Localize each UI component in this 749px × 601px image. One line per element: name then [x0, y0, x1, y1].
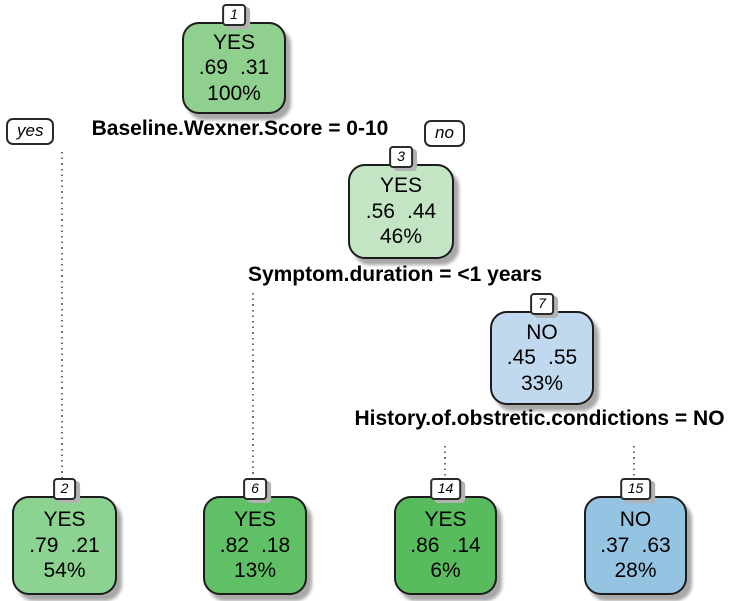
prob-no: .18 [261, 533, 291, 557]
node-probabilities: .45 .55 [507, 345, 577, 371]
tree-node-15: 15 NO .37 .63 28% [584, 478, 687, 595]
prob-yes: .37 [600, 533, 630, 557]
prob-no: .44 [407, 199, 437, 223]
node-coverage: 6% [430, 559, 461, 583]
node-number-badge: 3 [389, 146, 413, 168]
prob-no: .55 [548, 346, 578, 370]
node-probabilities: .79 .21 [29, 533, 99, 559]
tree-node-2: 2 YES .79 .21 54% [12, 478, 117, 595]
prob-no: .63 [641, 533, 671, 557]
node-class-label: YES [43, 508, 86, 532]
node-class-label: NO [526, 320, 558, 344]
prob-yes: .82 [219, 533, 249, 557]
split-condition-2: Symptom.duration = <1 years [247, 263, 543, 286]
node-probabilities: .86 .14 [410, 533, 480, 559]
prob-yes: .86 [410, 533, 440, 557]
node-probabilities: .69 .31 [199, 55, 269, 81]
tree-node-6: 6 YES .82 .18 13% [203, 478, 307, 595]
connector-split2-to-node6 [252, 293, 254, 478]
prob-yes: .79 [29, 533, 59, 557]
node-class-label: NO [619, 508, 652, 532]
connector-yes-to-node2 [61, 152, 63, 478]
node-class-label: YES [212, 30, 256, 54]
prob-yes: .45 [506, 346, 536, 370]
node-number: 14 [437, 480, 454, 496]
node-coverage: 33% [520, 371, 564, 395]
tree-node-3: 3 YES .56 .44 46% [348, 146, 454, 259]
prob-no: .31 [240, 56, 270, 80]
node-coverage: 28% [614, 559, 657, 583]
node-number-badge: 14 [429, 478, 462, 500]
node-number: 1 [230, 6, 238, 22]
split-condition-3: History.of.obstretic.condictions = NO [354, 407, 725, 430]
node-probabilities: .56 .44 [366, 199, 436, 225]
node-coverage: 100% [207, 81, 261, 105]
connector-split3-to-node14 [444, 446, 446, 478]
node-number: 15 [627, 480, 644, 496]
node-probabilities: .82 .18 [220, 533, 290, 559]
prob-yes: .69 [198, 56, 228, 80]
node-number: 3 [397, 148, 405, 164]
node-number-badge: 7 [530, 293, 554, 315]
node-class-label: YES [424, 508, 467, 532]
node-number-badge: 6 [243, 478, 267, 500]
node-class-label: YES [379, 174, 423, 198]
prob-no: .21 [70, 533, 100, 557]
connector-split3-to-node15 [633, 446, 635, 478]
node-number: 6 [251, 480, 259, 496]
no-branch-badge: no [424, 120, 465, 147]
node-number-badge: 15 [619, 478, 652, 500]
node-class-label: YES [233, 508, 277, 532]
node-coverage: 13% [233, 559, 277, 583]
node-coverage: 46% [379, 225, 423, 249]
tree-node-14: 14 YES .86 .14 6% [394, 478, 497, 595]
node-coverage: 54% [43, 559, 86, 583]
yes-branch-badge: yes [6, 118, 55, 145]
node-number-badge: 2 [52, 478, 77, 500]
node-number: 7 [538, 295, 546, 311]
prob-yes: .56 [365, 199, 395, 223]
tree-node-1: 1 YES .69 .31 100% [182, 4, 286, 114]
node-number-badge: 1 [222, 4, 246, 26]
prob-no: .14 [451, 533, 481, 557]
tree-node-7: 7 NO .45 .55 33% [490, 293, 594, 405]
split-condition-1: Baseline.Wexner.Score = 0-10 [91, 117, 389, 140]
node-probabilities: .37 .63 [600, 533, 670, 559]
node-number: 2 [60, 480, 69, 496]
